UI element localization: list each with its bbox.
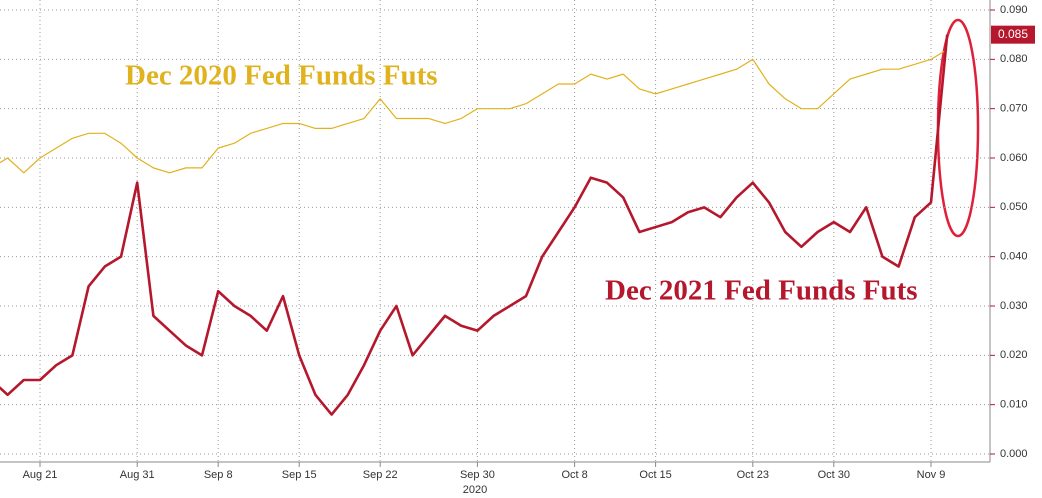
y-tick-label: 0.060: [1000, 152, 1028, 164]
last-value-label: 0.085: [998, 27, 1028, 41]
series-line: [0, 48, 948, 174]
y-tick-label: 0.040: [1000, 251, 1028, 263]
y-tick-label: 0.010: [1000, 399, 1028, 411]
highlight-ellipse: [936, 18, 980, 238]
y-tick-label: 0.080: [1000, 53, 1028, 65]
x-tick-label: Oct 30: [818, 469, 850, 481]
x-tick-label: Oct 23: [737, 469, 769, 481]
x-tick-label: Aug 21: [23, 469, 58, 481]
last-value-box: [991, 25, 1035, 44]
y-tick-label: 0.070: [1000, 103, 1028, 115]
series-label: Dec 2020 Fed Funds Futs: [125, 60, 438, 92]
x-tick-label: Sep 8: [204, 469, 233, 481]
x-tick-label: Sep 30: [460, 469, 495, 481]
y-tick-label: 0.020: [1000, 349, 1028, 361]
x-tick-label: Sep 22: [363, 469, 398, 481]
x-tick-label: Sep 15: [282, 469, 317, 481]
x-tick-label: Nov 9: [917, 469, 946, 481]
y-tick-label: 0.050: [1000, 201, 1028, 213]
y-tick-label: 0.000: [1000, 448, 1028, 460]
x-tick-label: Oct 15: [639, 469, 671, 481]
y-tick-label: 0.030: [1000, 300, 1028, 312]
y-tick-label: 0.090: [1000, 4, 1028, 16]
x-tick-label: Aug 31: [120, 469, 155, 481]
x-axis-label: 2020: [463, 484, 487, 496]
series-label: Dec 2021 Fed Funds Futs: [605, 275, 918, 307]
series-line: [0, 34, 949, 416]
x-tick-label: Oct 8: [561, 469, 587, 481]
